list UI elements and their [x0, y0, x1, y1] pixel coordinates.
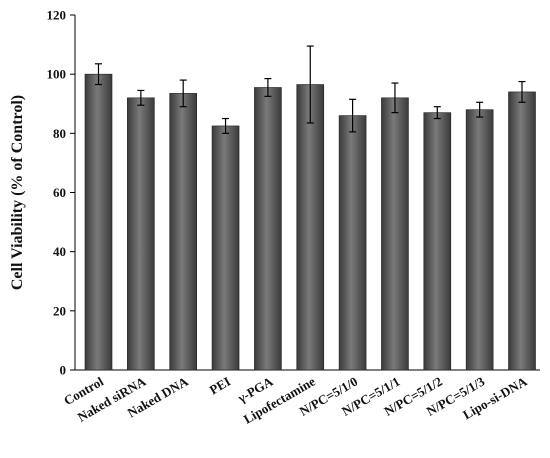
bar	[127, 97, 155, 371]
x-tick-label: PEI	[207, 374, 233, 398]
bar	[84, 73, 113, 371]
y-axis-label: Cell Viability (% of Control)	[9, 95, 26, 290]
bar	[296, 84, 325, 371]
bar	[423, 112, 452, 371]
y-tick-labels: 0 20 40 60 80 100 120	[47, 8, 67, 378]
y-tick-label: 100	[47, 67, 67, 82]
bar	[508, 91, 536, 371]
y-tick-label: 0	[60, 363, 67, 378]
bar	[254, 87, 282, 371]
bar	[381, 97, 409, 371]
error-bars	[95, 45, 526, 134]
bar	[169, 93, 197, 371]
y-tick-label: 20	[53, 303, 66, 318]
y-tick-label: 120	[47, 8, 67, 23]
bars	[84, 73, 536, 371]
y-tick-label: 80	[53, 126, 66, 141]
y-tick-label: 60	[53, 185, 66, 200]
bar	[338, 115, 367, 371]
y-tick-label: 40	[53, 244, 66, 259]
bar	[465, 109, 494, 371]
bar	[211, 125, 240, 371]
